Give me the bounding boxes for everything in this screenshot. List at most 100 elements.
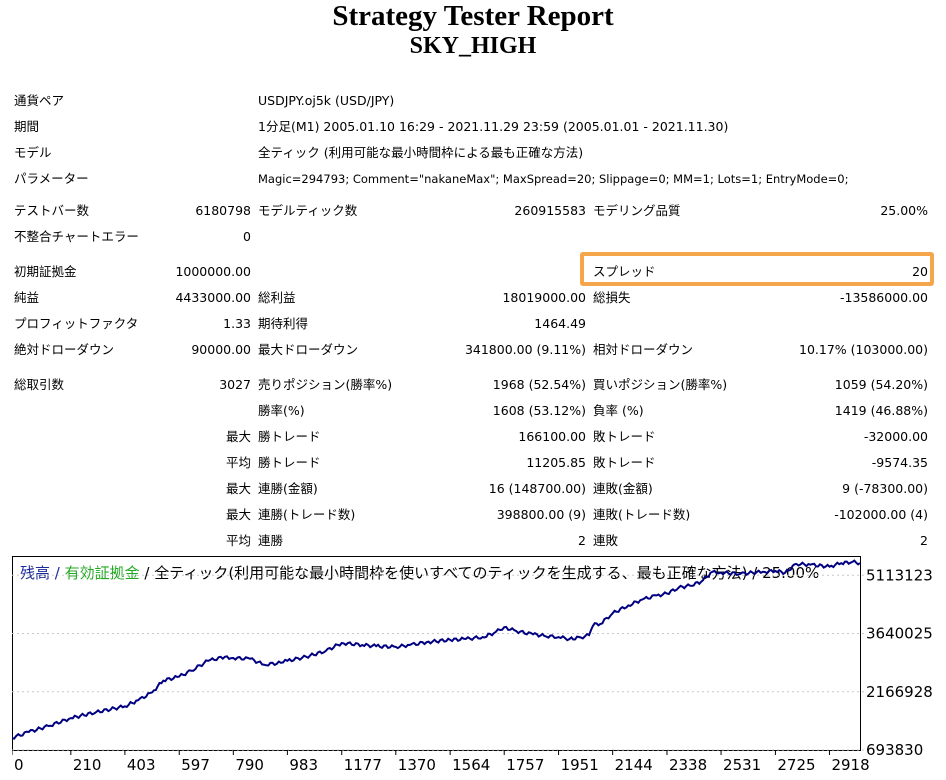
spread-value: 20 [912, 264, 928, 279]
absolute-drawdown-label: 絶対ドローダウン [14, 342, 115, 357]
y-tick-labels: 693830 2166928 3640025 5113123 [866, 566, 933, 759]
deposit-label: 初期証拠金 [14, 264, 77, 279]
chart-legend: 残高 / 有効証拠金 / 全ティック(利用可能な最小時間枠を使いすべてのティック… [20, 564, 819, 582]
x-tick-label: 2144 [615, 756, 653, 774]
quality-label: モデリング品質 [593, 203, 681, 218]
short-positions-value: 1968 (52.54%) [492, 377, 586, 392]
profit-factor-label: プロフィットファクタ [14, 316, 139, 331]
legend-description: / 全ティック(利用可能な最小時間枠を使いすべてのティックを生成する、最も正確な… [140, 564, 820, 582]
avg-word: 平均 [225, 455, 251, 470]
mismatch-value: 0 [243, 229, 251, 244]
max-word: 最大 [225, 429, 251, 444]
parameters-label: パラメーター [14, 171, 89, 186]
legend-equity: 有効証拠金 [65, 564, 140, 582]
report-title: Strategy Tester Report [332, 0, 614, 32]
short-positions-label: 売りポジション(勝率%) [258, 377, 393, 392]
legend-separator: / [50, 564, 65, 582]
max-loss-value: -32000.00 [863, 429, 928, 444]
x-tick-label: 790 [235, 756, 264, 774]
ticks-label: モデルティック数 [258, 203, 358, 218]
cons-win-trades-value: 398800.00 (9) [496, 507, 586, 522]
x-tick-label: 0 [14, 756, 24, 774]
balance-chart: 残高 / 有効証拠金 / 全ティック(利用可能な最小時間枠を使いすべてのティック… [12, 556, 933, 774]
gross-loss-label: 総損失 [593, 290, 631, 305]
report-subtitle: SKY_HIGH [409, 33, 537, 59]
avg-win-label: 勝トレード [258, 455, 321, 470]
profit-factor-value: 1.33 [223, 316, 251, 331]
period-value: 1分足(M1) 2005.01.10 16:29 - 2021.11.29 23… [258, 119, 729, 134]
win-rate-label: 勝率(%) [258, 403, 305, 418]
max-word: 最大 [225, 507, 251, 522]
max-drawdown-value: 341800.00 (9.11%) [464, 342, 586, 357]
parameters-value: Magic=294793; Comment="nakaneMax"; MaxSp… [258, 172, 849, 186]
spread-highlight-box [580, 252, 934, 286]
max-win-value: 166100.00 [518, 429, 586, 444]
x-tick-label: 1564 [452, 756, 490, 774]
x-tick-label: 1951 [561, 756, 599, 774]
y-tick-label: 2166928 [866, 683, 933, 701]
x-tick-label: 1370 [398, 756, 436, 774]
period-label: 期間 [14, 119, 40, 134]
net-profit-label: 純益 [14, 290, 40, 305]
model-value: 全ティック (利用可能な最小時間枠による最も正確な方法) [258, 145, 584, 160]
x-tick-label: 403 [127, 756, 156, 774]
x-tick-label: 1177 [344, 756, 382, 774]
avg-word: 平均 [225, 533, 251, 548]
avg-cons-loss-label: 連敗 [593, 533, 619, 548]
gross-profit-label: 総利益 [258, 290, 296, 305]
ticks-value: 260915583 [514, 203, 586, 218]
avg-cons-win-label: 連勝 [258, 533, 284, 548]
cons-win-amount-label: 連勝(金額) [258, 481, 318, 496]
x-tick-label: 2725 [777, 756, 815, 774]
x-gridlines [12, 750, 830, 755]
long-positions-label: 買いポジション(勝率%) [593, 377, 728, 392]
x-tick-label: 2531 [723, 756, 761, 774]
total-trades-label: 総取引数 [14, 377, 65, 392]
plot-frame [12, 556, 861, 751]
max-drawdown-label: 最大ドローダウン [258, 342, 359, 357]
currency-pair-label: 通貨ペア [14, 93, 65, 108]
x-tick-label: 1757 [506, 756, 544, 774]
currency-pair-value: USDJPY.oj5k (USD/JPY) [258, 93, 395, 108]
relative-drawdown-value: 10.17% (103000.00) [799, 342, 928, 357]
expected-payoff-label: 期待利得 [258, 316, 309, 331]
cons-win-trades-label: 連勝(トレード数) [258, 507, 356, 522]
balance-line [12, 559, 861, 740]
y-gridlines [12, 574, 866, 751]
gross-profit-value: 18019000.00 [502, 290, 586, 305]
x-tick-label: 2338 [669, 756, 707, 774]
spread-label: スプレッド [593, 264, 656, 279]
total-trades-value: 3027 [219, 377, 251, 392]
max-win-label: 勝トレード [258, 429, 321, 444]
legend-balance: 残高 [20, 564, 50, 582]
cons-loss-amount-label: 連敗(金額) [593, 481, 653, 496]
bars-value: 6180798 [195, 203, 251, 218]
x-tick-labels: 0 210 403 597 790 983 1177 1370 1564 1757 1951 2144… [14, 756, 870, 774]
loss-rate-value: 1419 (46.88%) [834, 403, 928, 418]
x-tick-label: 597 [181, 756, 210, 774]
bars-label: テストバー数 [14, 203, 90, 218]
absolute-drawdown-value: 90000.00 [191, 342, 251, 357]
max-loss-label: 敗トレード [593, 429, 656, 444]
long-positions-value: 1059 (54.20%) [834, 377, 928, 392]
avg-loss-label: 敗トレード [593, 455, 656, 470]
y-tick-label: 5113123 [866, 566, 933, 584]
x-tick-label: 210 [73, 756, 102, 774]
model-label: モデル [14, 145, 52, 160]
cons-loss-trades-label: 連敗(トレード数) [593, 507, 691, 522]
gross-loss-value: -13586000.00 [839, 290, 928, 305]
win-rate-value: 1608 (53.12%) [492, 403, 586, 418]
deposit-value: 1000000.00 [175, 264, 251, 279]
mismatch-label: 不整合チャートエラー [14, 229, 139, 244]
avg-cons-win-value: 2 [578, 533, 586, 548]
y-tick-label: 693830 [866, 741, 923, 759]
x-tick-label: 2918 [831, 756, 869, 774]
balance-series [12, 559, 861, 740]
expected-payoff-value: 1464.49 [534, 316, 586, 331]
cons-loss-trades-value: -102000.00 (4) [834, 507, 928, 522]
cons-win-amount-value: 16 (148700.00) [488, 481, 586, 496]
cons-loss-amount-value: 9 (-78300.00) [842, 481, 928, 496]
max-word: 最大 [225, 481, 251, 496]
avg-loss-value: -9574.35 [871, 455, 928, 470]
relative-drawdown-label: 相対ドローダウン [593, 342, 694, 357]
